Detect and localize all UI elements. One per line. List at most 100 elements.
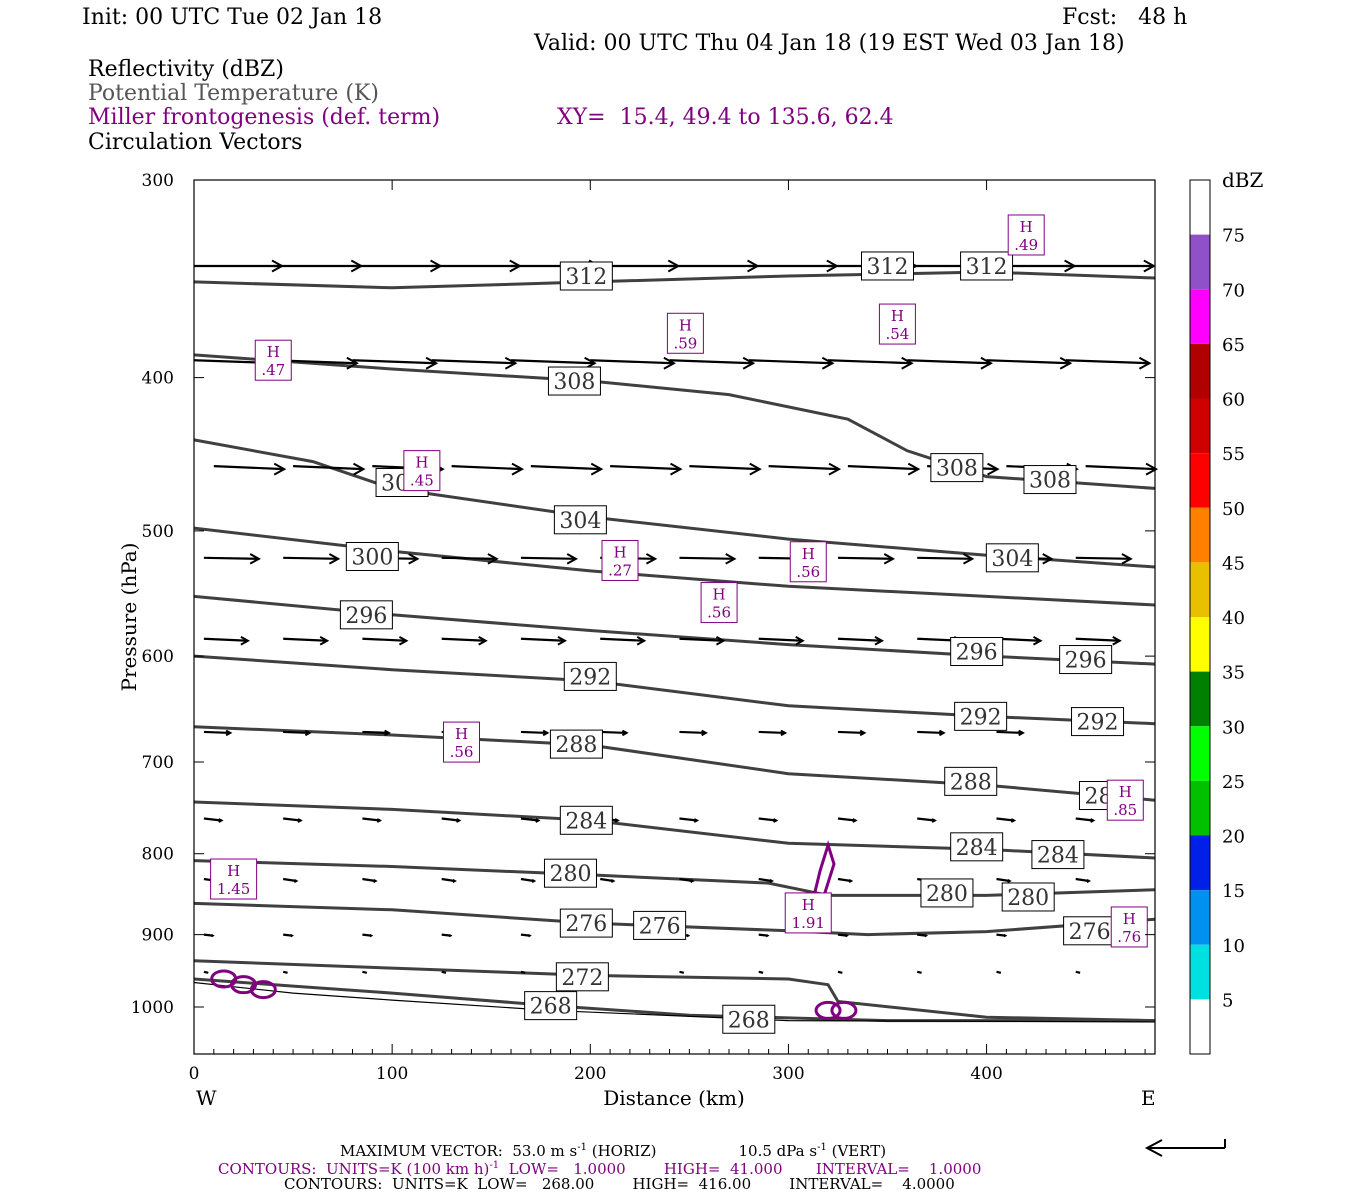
theta-label: 268 [722, 1004, 776, 1034]
east-label: E [1141, 1086, 1156, 1110]
colorbar-level-label: 30 [1222, 717, 1245, 738]
frontogenesis-max-marker: H.76 [1110, 906, 1148, 948]
theta-label: 272 [555, 962, 609, 992]
circulation-vector [679, 877, 695, 884]
circulation-vector [1075, 817, 1096, 823]
circulation-vector [362, 729, 391, 737]
circulation-vector [600, 729, 629, 737]
svg-text:292: 292 [569, 665, 611, 690]
circulation-vector [837, 877, 854, 884]
theta-label: 268 [524, 991, 578, 1021]
svg-text:292: 292 [1077, 711, 1119, 736]
field-frontogenesis: Miller frontogenesis (def. term) [88, 105, 441, 130]
circulation-vector [768, 462, 842, 476]
colorbar-level-label: 5 [1222, 990, 1233, 1011]
circulation-vector [441, 636, 488, 646]
init-time: Init: 00 UTC Tue 02 Jan 18 [82, 5, 383, 30]
valid-time: Valid: 00 UTC Thu 04 Jan 18 (19 EST Wed … [534, 31, 1125, 56]
colorbar-level-label: 35 [1222, 663, 1245, 684]
circulation-vector [273, 259, 364, 273]
circulation-vector [352, 259, 443, 273]
svg-text:H: H [455, 725, 468, 743]
circulation-vector [758, 970, 764, 974]
colorbar-level-label: 60 [1222, 390, 1245, 411]
svg-text:1.91: 1.91 [792, 914, 825, 932]
circulation-vector [283, 933, 295, 938]
x-tick-label: 200 [574, 1064, 606, 1084]
theta-label: 312 [559, 261, 613, 291]
circulation-vector [679, 817, 700, 823]
circulation-vector [362, 817, 383, 823]
circulation-vector [283, 636, 330, 646]
circulation-vector [610, 462, 683, 476]
svg-text:284: 284 [1037, 844, 1079, 869]
svg-text:H: H [891, 307, 904, 325]
circulation-vector [590, 356, 676, 370]
circulation-vector [520, 553, 579, 565]
colorbar-segment [1190, 780, 1210, 836]
theta-label: 284 [950, 832, 1004, 862]
frontogenesis-max-marker: H.85 [1106, 779, 1144, 821]
x-axis-label: Distance (km) [603, 1086, 745, 1110]
circulation-vector [837, 933, 849, 938]
circulation-vector [520, 877, 537, 884]
circulation-vector [758, 817, 779, 823]
colorbar-level-label: 10 [1222, 936, 1245, 957]
circulation-vector [996, 729, 1025, 737]
circulation-vector [996, 933, 1008, 938]
svg-text:H: H [227, 862, 240, 880]
colorbar-level-label: 25 [1222, 772, 1245, 793]
svg-text:280: 280 [1007, 886, 1049, 911]
circulation-vector [431, 259, 522, 273]
svg-text:H: H [802, 896, 815, 914]
frontogenesis-max-marker: H.47 [254, 339, 292, 381]
circulation-vector [689, 462, 762, 476]
colorbar-segment [1190, 343, 1210, 399]
colorbar-segment [1190, 890, 1210, 945]
circulation-vector [203, 817, 224, 823]
svg-text:H: H [713, 586, 726, 604]
theta-label: 292 [1071, 707, 1125, 737]
frontogenesis-max-marker: H1.45 [210, 858, 258, 900]
circulation-vector [669, 356, 756, 370]
colorbar-level-label: 65 [1222, 335, 1245, 356]
svg-text:.59: .59 [673, 334, 697, 352]
colorbar-level-label: 50 [1222, 499, 1245, 520]
theta-label: 308 [930, 453, 984, 483]
colorbar-frame [1189, 179, 1211, 1055]
colorbar-segment [1190, 398, 1210, 454]
svg-text:308: 308 [936, 457, 978, 482]
svg-text:300: 300 [351, 546, 393, 571]
theta-label: 296 [339, 600, 393, 630]
circulation-vector [362, 970, 368, 974]
circulation-vector [520, 933, 532, 938]
svg-text:288: 288 [950, 770, 992, 795]
circulation-vector [451, 462, 525, 476]
circulation-vector [758, 636, 805, 646]
frontogenesis-max-marker: H.59 [666, 312, 704, 354]
svg-text:276: 276 [1069, 920, 1111, 945]
svg-text:304: 304 [991, 547, 1033, 572]
west-label: W [196, 1086, 217, 1110]
svg-text:312: 312 [966, 255, 1008, 280]
circulation-vector [1075, 970, 1081, 974]
frontogenesis-max-marker: H.49 [1007, 214, 1045, 256]
circulation-vector [1075, 877, 1092, 884]
theta-label: 312 [861, 251, 915, 281]
circulation-vector [203, 553, 261, 565]
theta-contour-288 [193, 725, 1156, 802]
svg-text:.27: .27 [608, 561, 632, 579]
theta-label: 300 [345, 542, 399, 572]
frontogenesis-blob [249, 980, 277, 1000]
circulation-vector [352, 356, 439, 370]
x-tick-label: 100 [376, 1064, 408, 1084]
circulation-vector [748, 259, 839, 273]
field-potential-temperature: Potential Temperature (K) [88, 81, 379, 106]
svg-text:296: 296 [956, 641, 998, 666]
circulation-vector [996, 970, 1002, 974]
circulation-vector [837, 636, 885, 646]
circulation-vector [1065, 259, 1156, 273]
theta-label: 296 [950, 637, 1004, 667]
svg-text:312: 312 [565, 265, 607, 290]
circulation-vector [362, 877, 378, 884]
